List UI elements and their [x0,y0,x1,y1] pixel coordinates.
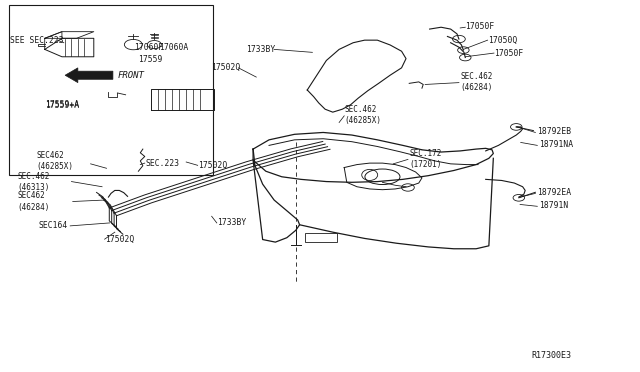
Text: SEC.172
(17201): SEC.172 (17201) [409,150,442,170]
Text: SEE SEC.223: SEE SEC.223 [10,36,63,45]
FancyArrow shape [65,68,113,83]
Text: 1733BY: 1733BY [246,45,275,54]
Text: 1733BY: 1733BY [217,218,246,227]
Text: 17060F: 17060F [134,43,163,52]
Bar [9,5,213,175]
Text: 17502Q: 17502Q [198,161,227,170]
Text: 18792EA: 18792EA [537,188,571,197]
Text: SEC164: SEC164 [38,221,68,230]
Ellipse shape [365,169,400,185]
Text: R17300E3: R17300E3 [532,351,572,360]
Bar [305,233,337,242]
Text: SEC462
(46284): SEC462 (46284) [17,192,50,212]
Text: 18791N: 18791N [539,201,568,211]
Text: SEC.462
(46285X): SEC.462 (46285X) [344,105,381,125]
Text: 17050F: 17050F [494,49,524,58]
Text: 18791NA: 18791NA [539,140,573,149]
Text: SEC462
(46285X): SEC462 (46285X) [36,151,74,171]
Text: 17559: 17559 [138,55,163,64]
Text: 17502Q: 17502Q [211,62,241,72]
Text: 17559+A: 17559+A [45,101,79,110]
Text: SEC.462
(46284): SEC.462 (46284) [460,72,493,92]
Text: 17559+A: 17559+A [45,100,79,109]
Text: 17050Q: 17050Q [488,36,517,45]
Text: SEC.223: SEC.223 [145,158,180,168]
Text: SEC.462
(46313): SEC.462 (46313) [17,171,50,192]
Text: FRONT: FRONT [118,71,145,80]
Text: 17050F: 17050F [465,22,495,31]
Text: 17502Q: 17502Q [104,235,134,244]
Text: 17060A: 17060A [159,43,189,52]
Text: 18792EB: 18792EB [537,127,571,136]
